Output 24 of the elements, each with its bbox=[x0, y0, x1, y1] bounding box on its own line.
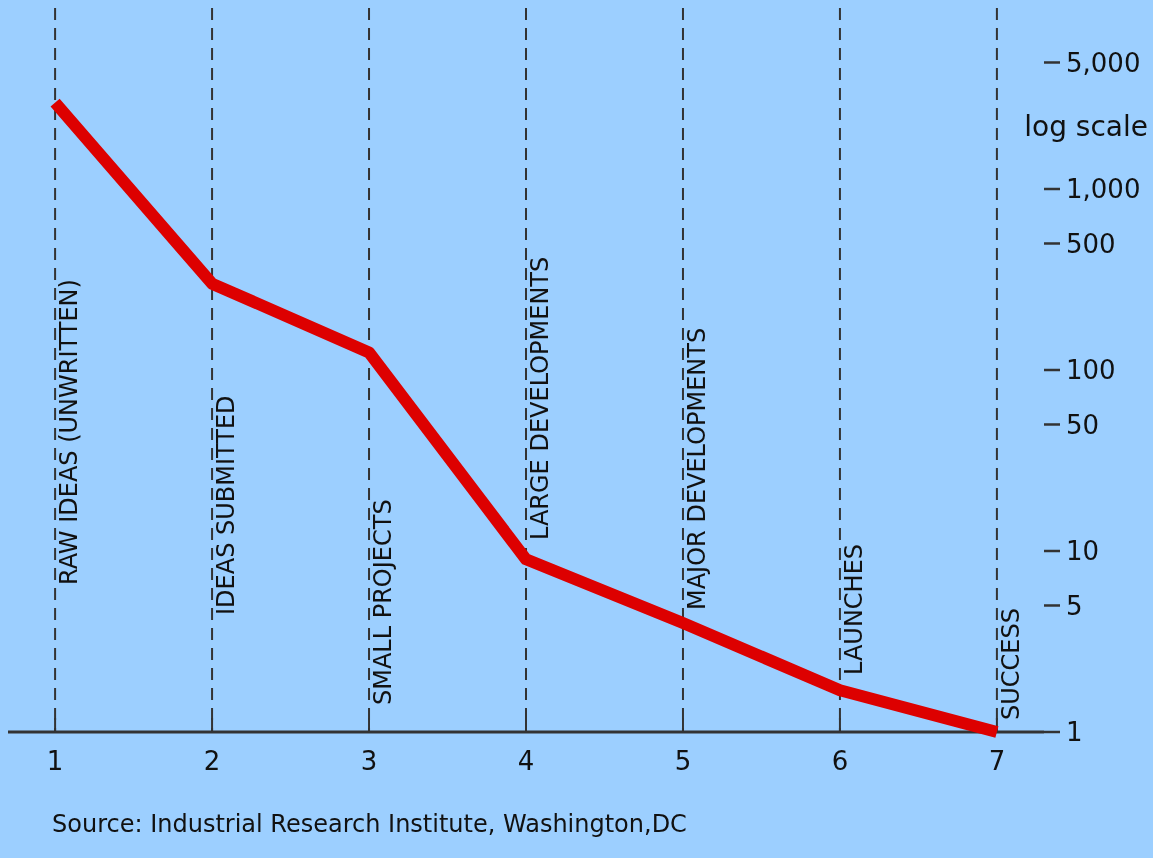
source-note: Source: Industrial Research Institute, Washington,DC bbox=[52, 810, 687, 838]
y-axis-title: log scale bbox=[1024, 109, 1148, 143]
annotation: SUCCESS bbox=[996, 608, 1025, 720]
annotation: IDEAS SUBMITTED bbox=[212, 395, 241, 615]
y-tick-label: 5,000 bbox=[1066, 47, 1141, 78]
x-tick-label: 6 bbox=[831, 746, 849, 776]
y-tick-label: 5 bbox=[1066, 590, 1083, 621]
x-tick-label: 4 bbox=[517, 746, 535, 776]
annotation: MAJOR DEVELOPMENTS bbox=[682, 327, 711, 610]
y-tick-label: 50 bbox=[1066, 409, 1100, 440]
annotation: SMALL PROJECTS bbox=[369, 499, 398, 705]
x-tick-label: 7 bbox=[988, 746, 1006, 776]
x-tick-label: 2 bbox=[203, 746, 221, 776]
y-tick-label: 500 bbox=[1066, 228, 1116, 259]
annotation: LAUNCHES bbox=[839, 543, 868, 675]
y-tick-label: 1 bbox=[1066, 717, 1083, 748]
y-tick-label: 10 bbox=[1066, 536, 1100, 567]
y-tick-label: 1,000 bbox=[1066, 174, 1141, 205]
x-tick-label: 3 bbox=[360, 746, 378, 776]
annotation: LARGE DEVELOPMENTS bbox=[526, 256, 554, 540]
x-tick-label: 1 bbox=[46, 746, 64, 776]
x-tick-label: 5 bbox=[674, 746, 692, 776]
y-tick-label: 100 bbox=[1066, 355, 1116, 386]
annotation: RAW IDEAS (UNWRITTEN) bbox=[55, 279, 84, 585]
